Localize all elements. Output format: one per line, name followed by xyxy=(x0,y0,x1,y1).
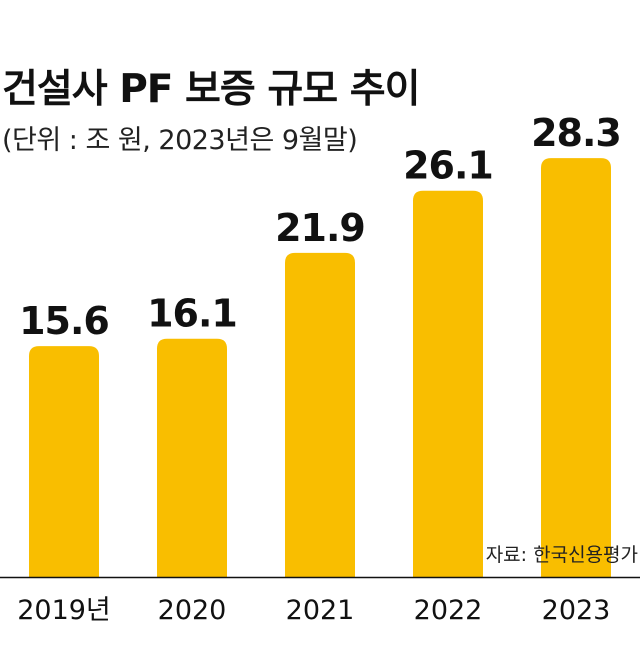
bar-2023 xyxy=(541,158,611,577)
source-note: 자료: 한국신용평가 xyxy=(485,544,638,566)
x-tick-label: 2022 xyxy=(414,595,483,626)
bar-2022 xyxy=(413,190,483,577)
bar-2020 xyxy=(157,338,227,577)
x-tick-label: 2021 xyxy=(286,595,355,626)
value-label: 26.1 xyxy=(403,144,493,188)
bar-2021 xyxy=(285,252,355,577)
chart-title: 건설사 PF 보증 규모 추이 xyxy=(2,67,420,112)
value-label: 21.9 xyxy=(275,206,365,250)
x-tick-label: 2019년 xyxy=(17,595,111,626)
value-label: 15.6 xyxy=(19,299,109,343)
bars-group xyxy=(29,158,611,577)
value-label: 28.3 xyxy=(531,111,621,155)
chart-subtitle: (단위 : 조 원, 2023년은 9월말) xyxy=(2,125,358,156)
x-tick-label: 2020 xyxy=(158,595,227,626)
value-labels-group: 15.6 16.1 21.9 26.1 28.3 xyxy=(19,111,622,343)
x-tick-labels-group: 2019년 2020 2021 2022 2023 xyxy=(17,595,610,626)
value-label: 16.1 xyxy=(147,292,237,336)
x-tick-label: 2023 xyxy=(542,595,611,626)
bar-2019 xyxy=(29,346,99,577)
